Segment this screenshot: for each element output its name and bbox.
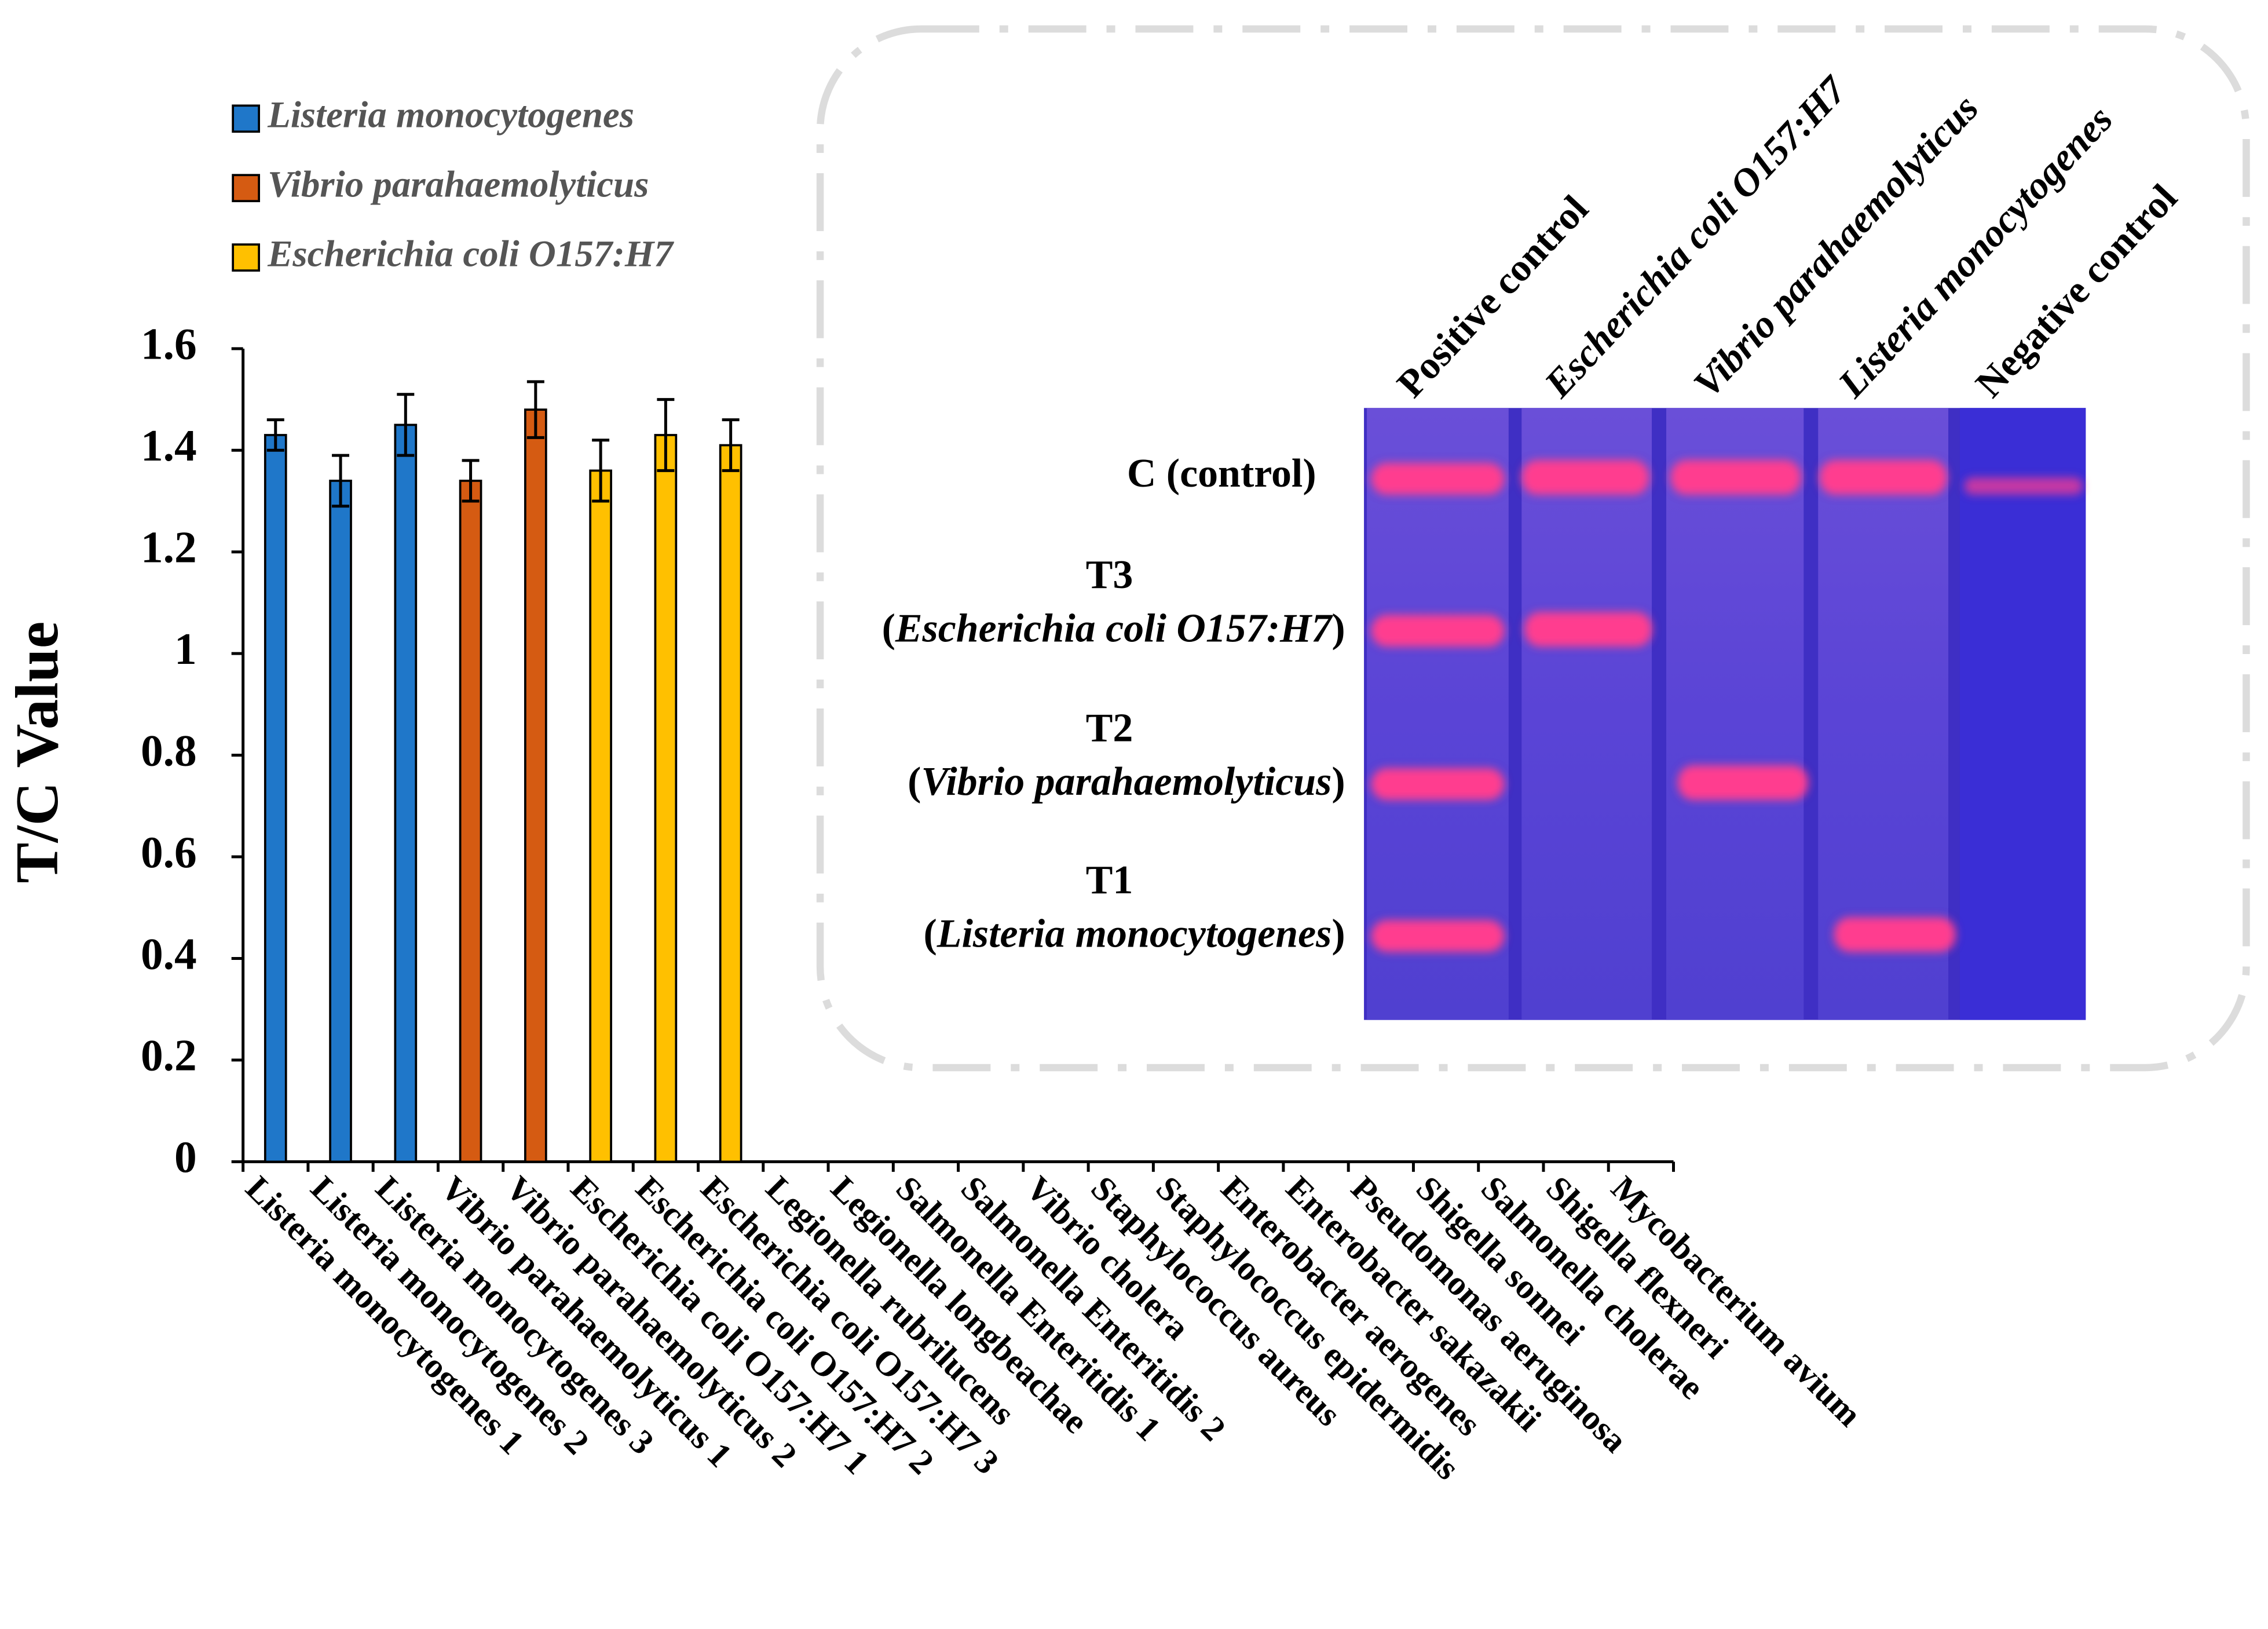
y-tick-label: 0 xyxy=(174,1132,197,1182)
legend-label: Escherichia coli O157:H7 xyxy=(267,233,674,275)
y-tick-label: 0.8 xyxy=(141,725,197,775)
bar xyxy=(459,480,482,1163)
legend-swatch xyxy=(232,243,260,272)
y-tick-label: 1.4 xyxy=(141,421,197,470)
bar xyxy=(719,444,742,1163)
bar xyxy=(394,423,418,1163)
lane-label: Listeria monocytogenes xyxy=(1829,97,2121,406)
bar xyxy=(524,408,547,1163)
error-bar xyxy=(462,459,480,503)
row-label-sub: (Escherichia coli O157:H7) xyxy=(882,606,1345,651)
row-label-part: ( xyxy=(882,606,895,651)
row-label-sub: (Vibrio parahaemolyticus) xyxy=(908,759,1345,804)
y-tick-label: 1 xyxy=(174,624,197,674)
error-bar xyxy=(397,393,415,457)
row-label: T2 xyxy=(1086,706,1133,751)
y-tick-label: 0.6 xyxy=(141,827,197,877)
bar xyxy=(589,469,612,1163)
row-label-sub: (Listeria monocytogenes) xyxy=(924,911,1345,956)
legend-swatch xyxy=(232,174,260,203)
row-label-part: Escherichia coli O157:H7 xyxy=(895,606,1333,651)
row-label-part: ( xyxy=(908,759,921,804)
inset-frame xyxy=(816,25,2250,1072)
error-bar xyxy=(266,418,284,452)
bar xyxy=(264,434,287,1163)
bar xyxy=(654,434,678,1163)
row-label-part: Vibrio parahaemolyticus xyxy=(921,759,1331,804)
error-bar xyxy=(526,380,544,439)
row-label-part: ( xyxy=(924,911,937,956)
row-label-part: Listeria monocytogenes xyxy=(937,911,1332,956)
row-label: T1 xyxy=(1086,858,1133,903)
y-tick-label: 0.2 xyxy=(141,1031,197,1080)
row-label: C (control) xyxy=(1127,451,1316,496)
bar xyxy=(329,480,352,1163)
row-label-part: ) xyxy=(1331,759,1345,804)
lane-label: Escherichia coli O157:H7 xyxy=(1535,67,1856,406)
legend-label: Listeria monocytogenes xyxy=(267,94,634,136)
strip-photo xyxy=(1364,408,2086,1020)
legend-label: Vibrio parahaemolyticus xyxy=(268,164,649,206)
x-tick-label: Mycobacterium avium xyxy=(1604,1169,1869,1434)
y-tick-label: 1.6 xyxy=(141,319,197,369)
error-bar xyxy=(722,418,740,472)
error-bar xyxy=(332,454,350,508)
row-label: T3 xyxy=(1086,553,1133,597)
legend-swatch xyxy=(232,104,260,133)
row-label-part: ) xyxy=(1331,606,1345,651)
error-bar xyxy=(657,398,675,472)
lane-label: Vibrio parahaemolyticus xyxy=(1685,86,1987,406)
y-tick-label: 0.4 xyxy=(141,929,197,978)
error-bar xyxy=(592,439,610,503)
y-axis-label: T/C Value xyxy=(3,622,71,883)
y-tick-label: 1.2 xyxy=(141,522,197,572)
row-label-part: ) xyxy=(1331,911,1345,956)
